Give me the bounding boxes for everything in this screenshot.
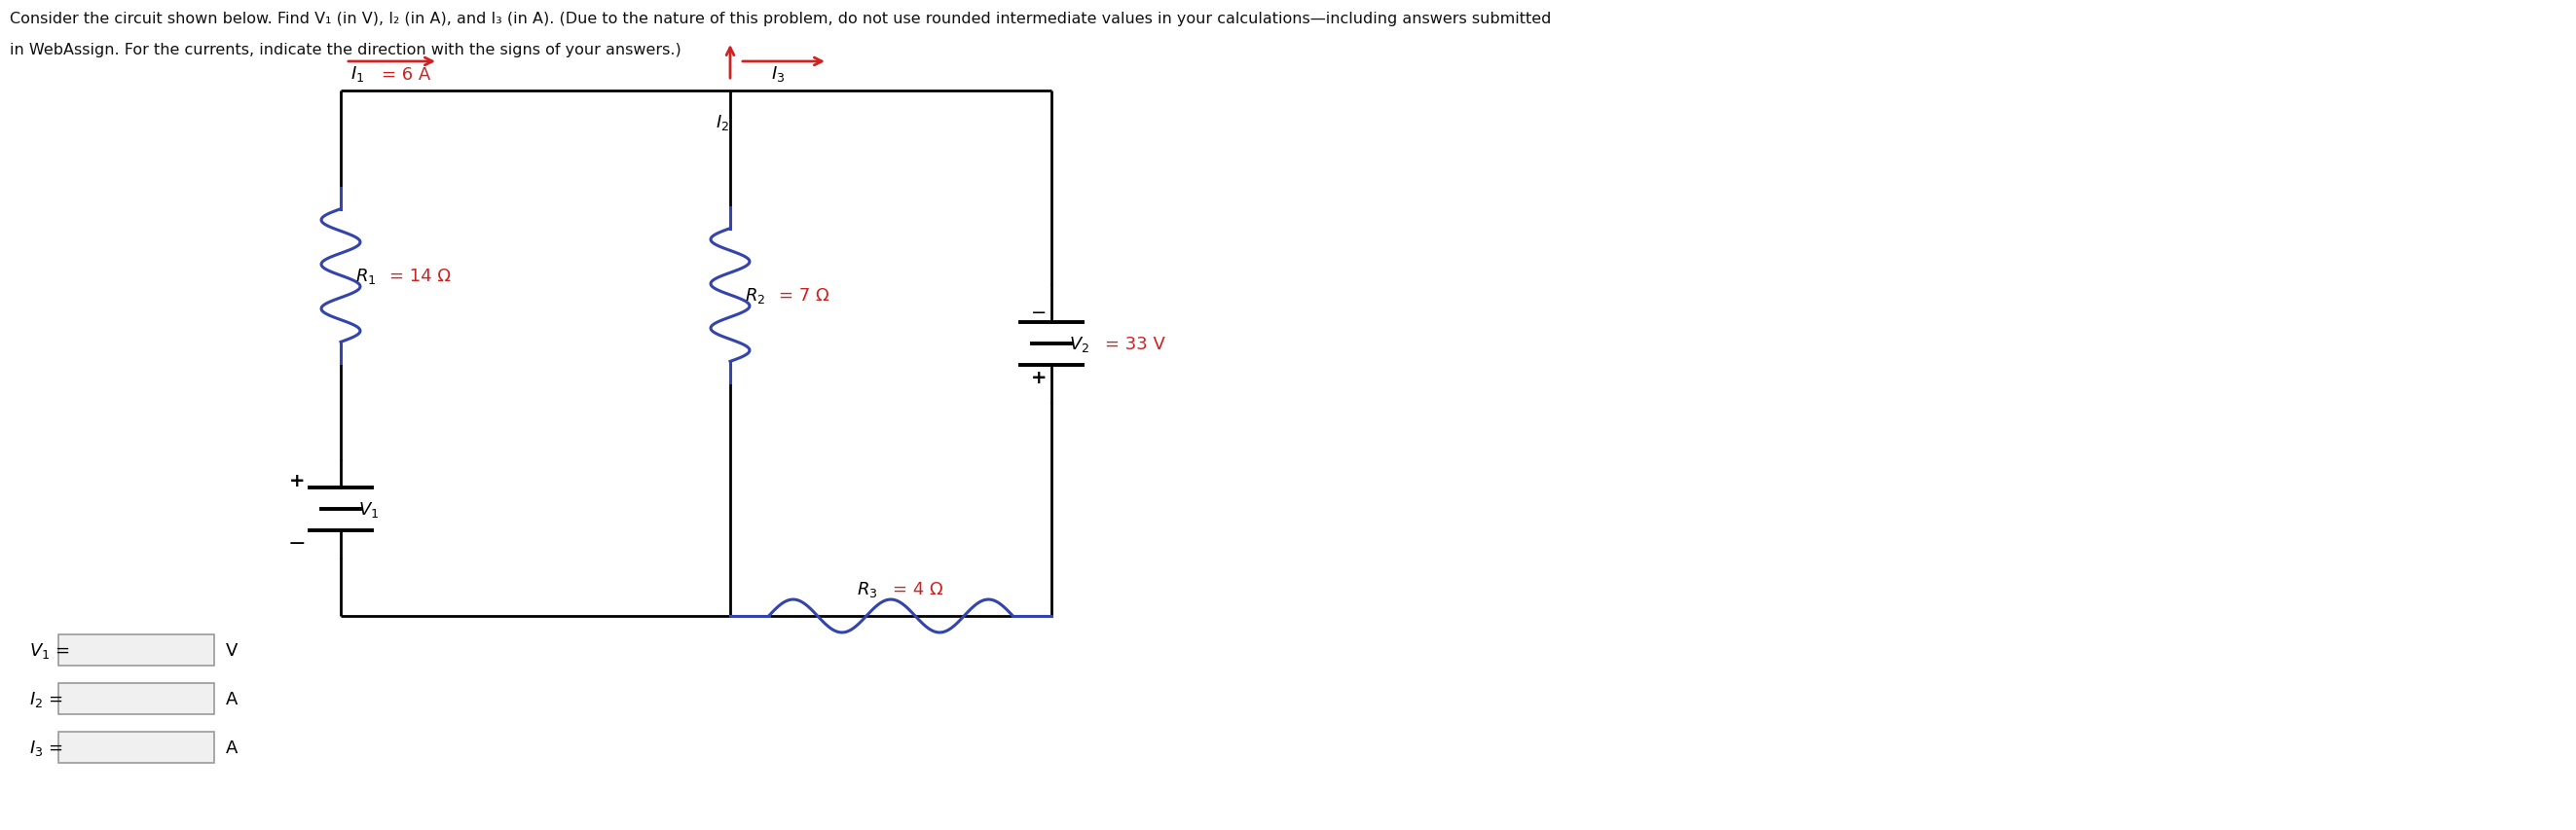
Text: = 33 V: = 33 V xyxy=(1105,335,1164,353)
Text: +: + xyxy=(289,471,304,490)
Text: = 6 A: = 6 A xyxy=(381,66,430,84)
Text: −: − xyxy=(289,534,307,553)
Text: $I_3$ =: $I_3$ = xyxy=(28,738,62,757)
Text: in WebAssign. For the currents, indicate the direction with the signs of your an: in WebAssign. For the currents, indicate… xyxy=(10,43,680,57)
Text: $R_2$: $R_2$ xyxy=(744,286,765,305)
Text: $V_2$: $V_2$ xyxy=(1069,334,1090,354)
Text: $I_2$: $I_2$ xyxy=(716,113,729,132)
Text: $I_3$: $I_3$ xyxy=(770,64,786,84)
FancyBboxPatch shape xyxy=(59,732,214,763)
FancyBboxPatch shape xyxy=(59,683,214,715)
Text: $I_2$ =: $I_2$ = xyxy=(28,689,62,709)
Text: = 4 Ω: = 4 Ω xyxy=(894,580,943,598)
Text: A: A xyxy=(227,739,237,756)
Text: A: A xyxy=(227,690,237,707)
Text: $R_3$: $R_3$ xyxy=(858,579,878,598)
Text: −: − xyxy=(1030,304,1046,322)
Text: $V_1$: $V_1$ xyxy=(358,500,379,519)
Text: +: + xyxy=(1030,369,1046,388)
FancyBboxPatch shape xyxy=(59,635,214,666)
Text: $R_1$: $R_1$ xyxy=(355,266,376,286)
Text: $V_1$ =: $V_1$ = xyxy=(28,641,70,660)
Text: V: V xyxy=(227,642,237,659)
Text: = 7 Ω: = 7 Ω xyxy=(778,286,829,305)
Text: = 14 Ω: = 14 Ω xyxy=(389,267,451,285)
Text: $I_1$: $I_1$ xyxy=(350,64,363,84)
Text: Consider the circuit shown below. Find V₁ (in V), I₂ (in A), and I₃ (in A). (Due: Consider the circuit shown below. Find V… xyxy=(10,12,1551,27)
